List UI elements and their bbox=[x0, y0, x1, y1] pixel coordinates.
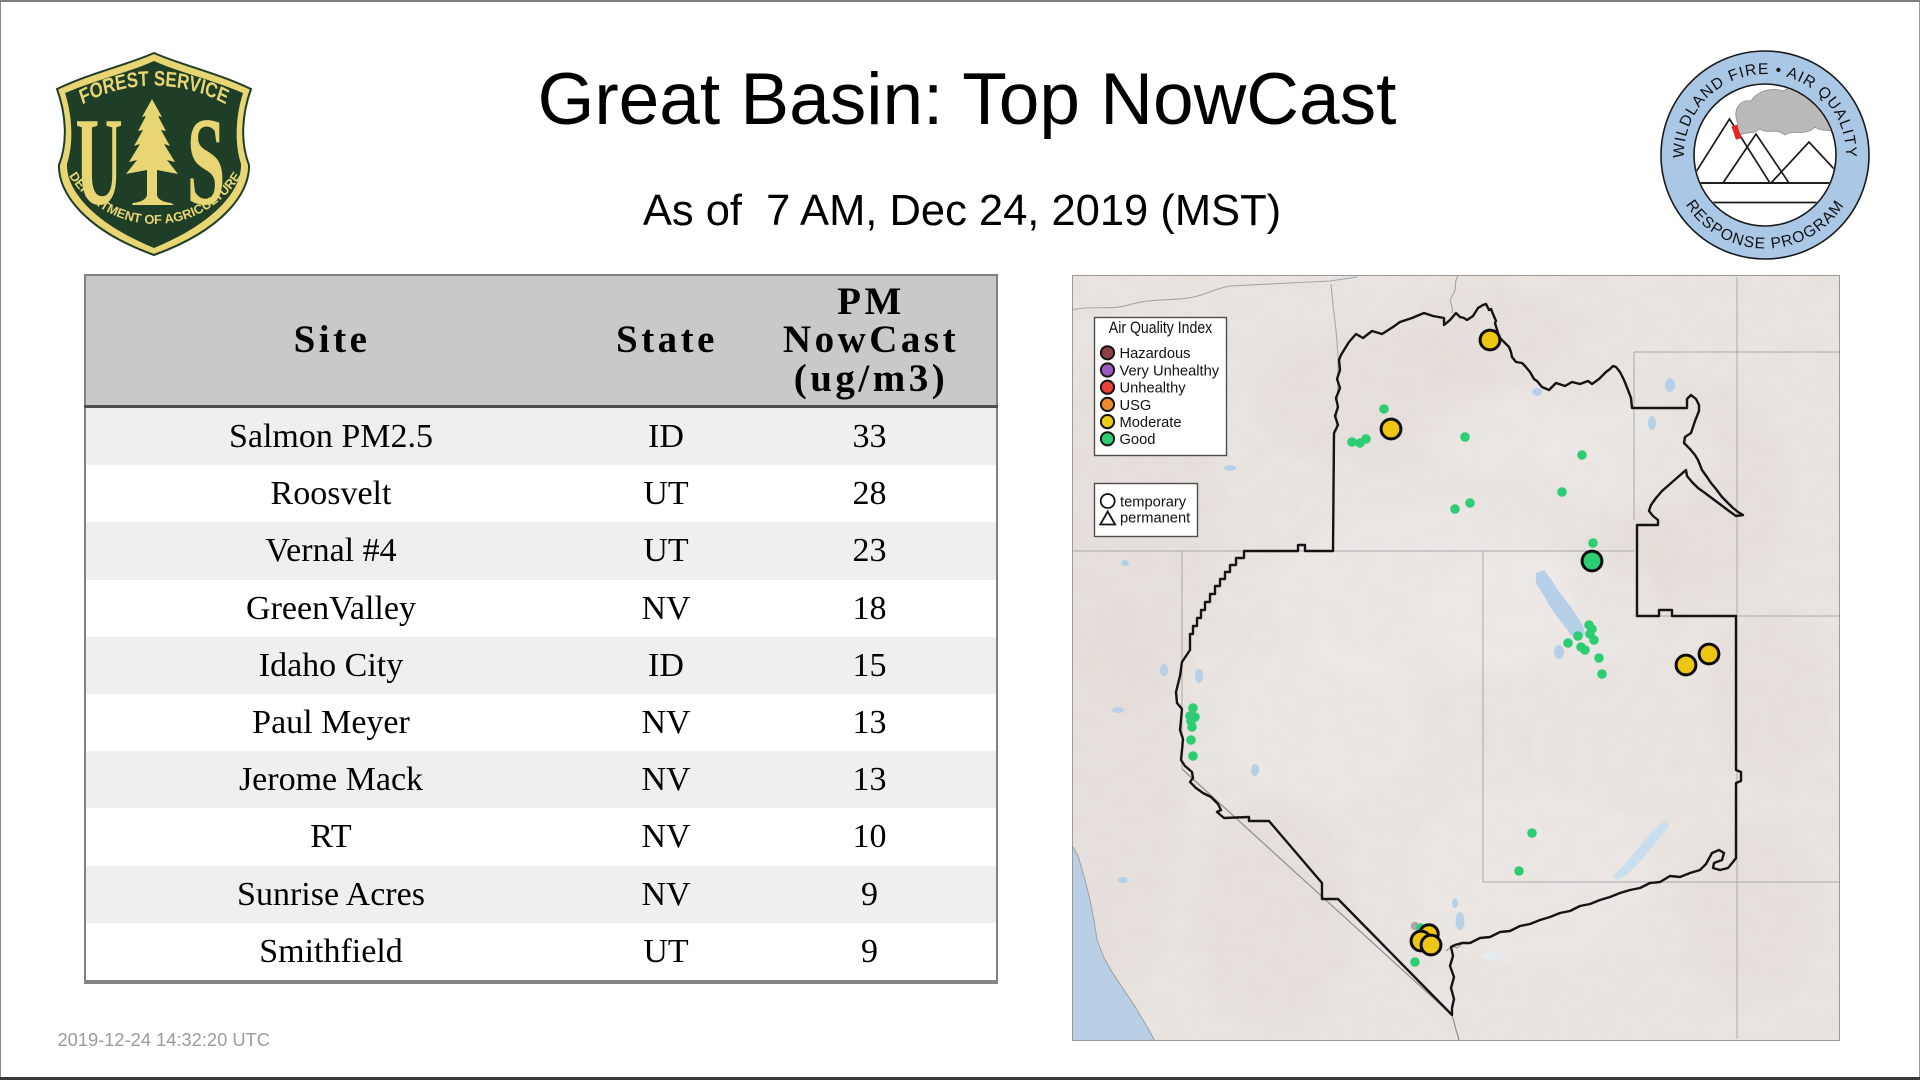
svg-text:Hazardous: Hazardous bbox=[1120, 346, 1191, 362]
svg-text:S: S bbox=[187, 91, 226, 231]
svg-text:Very Unhealthy: Very Unhealthy bbox=[1120, 363, 1220, 379]
svg-text:USG: USG bbox=[1120, 398, 1152, 414]
svg-text:Unhealthy: Unhealthy bbox=[1120, 381, 1187, 397]
svg-text:temporary: temporary bbox=[1120, 495, 1187, 511]
svg-text:Good: Good bbox=[1120, 432, 1156, 448]
svg-text:Moderate: Moderate bbox=[1120, 415, 1182, 431]
svg-text:Air Quality Index: Air Quality Index bbox=[1109, 319, 1213, 337]
svg-text:U: U bbox=[75, 92, 122, 231]
svg-text:permanent: permanent bbox=[1120, 511, 1190, 527]
